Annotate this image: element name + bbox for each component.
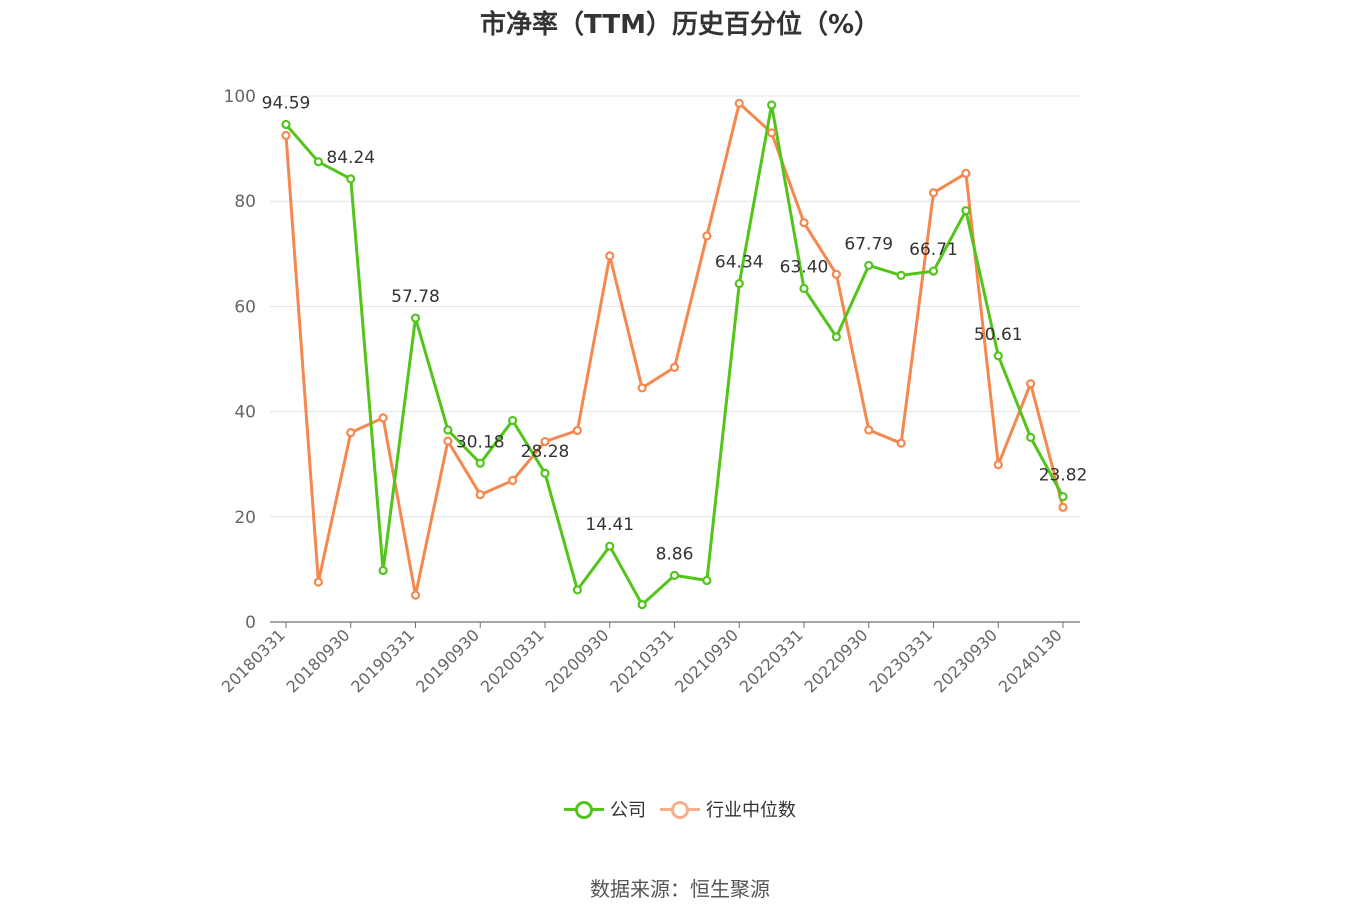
data-point <box>702 575 712 586</box>
legend-company-label: 公司 <box>610 800 646 821</box>
data-label: 50.61 <box>974 325 1023 345</box>
data-label: 63.40 <box>780 258 829 278</box>
data-point <box>831 332 841 342</box>
legend-industry-marker <box>660 800 700 819</box>
data-point <box>993 351 1003 361</box>
x-tick-label: 20200930 <box>542 625 613 696</box>
x-tick-label: 20230930 <box>930 625 1001 696</box>
data-point <box>572 585 582 595</box>
data-point <box>637 383 647 393</box>
data-point <box>864 425 874 435</box>
data-label: 67.79 <box>844 234 893 254</box>
y-tick-label: 20 <box>234 508 256 528</box>
data-point <box>1026 379 1036 389</box>
x-tick-label: 20200331 <box>477 625 548 696</box>
data-point <box>378 413 388 423</box>
x-tick-label: 20190930 <box>412 625 483 696</box>
data-point <box>572 425 582 436</box>
data-point <box>605 541 615 551</box>
data-label: 94.59 <box>262 93 311 113</box>
chart-title: 市净率（TTM）历史百分位（%） <box>480 10 880 40</box>
data-point <box>540 468 550 478</box>
legend-item-industry-median[interactable]: 行业中位数 <box>660 796 796 822</box>
data-label: 30.18 <box>456 432 505 452</box>
data-point <box>961 168 971 178</box>
x-tick-label: 20180930 <box>283 625 354 696</box>
data-point <box>1026 432 1036 442</box>
data-point <box>1058 492 1068 502</box>
data-point <box>410 313 421 323</box>
data-point <box>669 362 680 373</box>
data-label: 84.24 <box>326 148 375 168</box>
data-point <box>1058 502 1068 512</box>
data-point <box>734 278 744 289</box>
series-line-1 <box>284 101 1065 597</box>
legend: 公司 行业中位数 <box>0 796 1360 822</box>
x-tick-label: 20240130 <box>995 625 1066 696</box>
data-source: 数据来源：恒生聚源 <box>590 877 770 901</box>
data-point <box>928 188 939 198</box>
data-point <box>281 130 291 141</box>
data-point <box>410 590 421 600</box>
data-point <box>605 251 615 261</box>
data-label: 66.71 <box>909 240 958 260</box>
data-point <box>831 269 841 279</box>
legend-item-company[interactable]: 公司 <box>564 796 646 822</box>
data-point <box>767 100 777 110</box>
data-point <box>313 157 323 167</box>
data-point <box>378 565 388 576</box>
data-label: 64.34 <box>715 253 764 273</box>
data-label: 14.41 <box>585 515 634 535</box>
data-point <box>346 428 356 438</box>
series-lines <box>284 101 1065 607</box>
data-point <box>896 270 906 280</box>
series-points <box>281 98 1068 610</box>
y-tick-label: 0 <box>245 613 256 633</box>
data-point <box>799 218 809 228</box>
data-label: 28.28 <box>521 442 570 462</box>
y-tick-label: 100 <box>224 87 256 107</box>
x-tick-label: 20230331 <box>865 625 936 696</box>
data-point <box>281 119 291 130</box>
data-label: 23.82 <box>1039 466 1088 486</box>
data-point <box>702 231 712 241</box>
x-tick-label: 20220930 <box>801 625 872 696</box>
data-label: 57.78 <box>391 287 440 307</box>
data-point <box>637 600 647 610</box>
data-point <box>475 490 485 500</box>
data-point <box>540 436 550 447</box>
x-tick-label: 20190331 <box>347 625 418 696</box>
data-point <box>669 570 680 580</box>
legend-industry-label: 行业中位数 <box>706 800 796 821</box>
data-point <box>799 283 809 294</box>
line-chart: 0 20 40 60 80 100 2018033120180930201903312019… <box>218 87 1088 696</box>
data-point <box>961 206 971 216</box>
data-point <box>734 98 744 108</box>
data-point <box>928 266 939 276</box>
data-point <box>313 577 323 587</box>
data-labels: 94.59 84.24 57.78 30.18 28.28 14.41 8.86 64.34 6… <box>262 93 1088 564</box>
data-point <box>767 128 777 138</box>
data-point <box>896 438 906 448</box>
legend-company-marker <box>564 800 604 819</box>
data-point <box>443 425 453 435</box>
data-label: 8.86 <box>656 544 694 564</box>
y-tick-label: 60 <box>234 297 256 317</box>
x-tick-label: 20210930 <box>671 625 742 696</box>
y-tick-label: 80 <box>234 192 256 212</box>
y-tick-label: 40 <box>234 403 256 423</box>
data-point <box>443 436 453 446</box>
data-point <box>508 415 518 426</box>
x-tick-label: 20210331 <box>606 625 677 696</box>
data-point <box>508 475 518 486</box>
x-tick-label: 20220331 <box>736 625 807 696</box>
data-point <box>993 460 1003 470</box>
data-point <box>864 260 874 271</box>
data-point <box>475 458 485 468</box>
data-point <box>346 174 356 184</box>
x-tick-label: 20180331 <box>218 625 289 696</box>
